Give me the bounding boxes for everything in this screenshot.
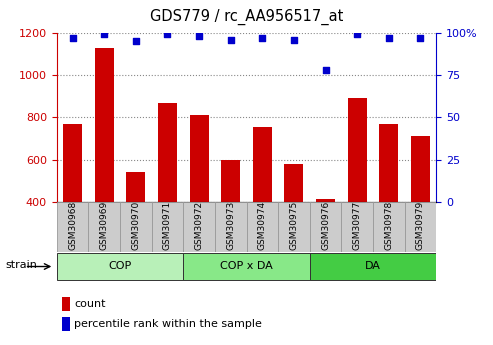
Text: GSM30976: GSM30976 bbox=[321, 201, 330, 250]
Bar bbox=[183, 202, 215, 252]
Bar bbox=[215, 202, 246, 252]
Point bbox=[385, 35, 393, 41]
Text: GSM30974: GSM30974 bbox=[258, 201, 267, 250]
Point bbox=[417, 35, 424, 41]
Bar bbox=[246, 202, 278, 252]
Text: COP x DA: COP x DA bbox=[220, 261, 273, 271]
Bar bbox=[95, 48, 113, 202]
Bar bbox=[380, 124, 398, 202]
Text: GSM30968: GSM30968 bbox=[68, 201, 77, 250]
Text: GDS779 / rc_AA956517_at: GDS779 / rc_AA956517_at bbox=[150, 9, 343, 25]
Text: count: count bbox=[74, 299, 106, 308]
Bar bbox=[63, 124, 82, 202]
Point bbox=[258, 35, 266, 41]
Bar bbox=[120, 202, 152, 252]
Point bbox=[227, 37, 235, 42]
Text: GSM30969: GSM30969 bbox=[100, 201, 108, 250]
Bar bbox=[189, 115, 209, 202]
Bar bbox=[284, 164, 304, 202]
Bar bbox=[152, 202, 183, 252]
Point bbox=[195, 33, 203, 39]
Bar bbox=[341, 202, 373, 252]
Point bbox=[100, 32, 108, 37]
Bar bbox=[411, 136, 430, 202]
Bar bbox=[310, 253, 436, 280]
Point bbox=[164, 32, 172, 37]
Text: GSM30978: GSM30978 bbox=[385, 201, 393, 250]
Bar bbox=[183, 253, 310, 280]
Bar bbox=[373, 202, 405, 252]
Bar bbox=[310, 202, 341, 252]
Bar bbox=[221, 159, 240, 202]
Bar bbox=[126, 172, 145, 202]
Bar bbox=[57, 253, 183, 280]
Bar bbox=[57, 202, 88, 252]
Bar bbox=[88, 202, 120, 252]
Bar bbox=[348, 98, 367, 202]
Bar bbox=[278, 202, 310, 252]
Bar bbox=[253, 127, 272, 202]
Text: COP: COP bbox=[108, 261, 132, 271]
Bar bbox=[316, 199, 335, 202]
Bar bbox=[405, 202, 436, 252]
Point bbox=[132, 38, 140, 44]
Text: GSM30972: GSM30972 bbox=[195, 201, 204, 250]
Bar bbox=[158, 102, 177, 202]
Text: GSM30970: GSM30970 bbox=[131, 201, 141, 250]
Text: strain: strain bbox=[5, 260, 37, 270]
Point bbox=[321, 67, 329, 73]
Text: percentile rank within the sample: percentile rank within the sample bbox=[74, 319, 262, 329]
Point bbox=[290, 37, 298, 42]
Text: GSM30973: GSM30973 bbox=[226, 201, 235, 250]
Text: GSM30979: GSM30979 bbox=[416, 201, 425, 250]
Point bbox=[69, 35, 76, 41]
Text: GSM30975: GSM30975 bbox=[289, 201, 298, 250]
Text: GSM30977: GSM30977 bbox=[352, 201, 362, 250]
Point bbox=[353, 32, 361, 37]
Text: GSM30971: GSM30971 bbox=[163, 201, 172, 250]
Text: DA: DA bbox=[365, 261, 381, 271]
